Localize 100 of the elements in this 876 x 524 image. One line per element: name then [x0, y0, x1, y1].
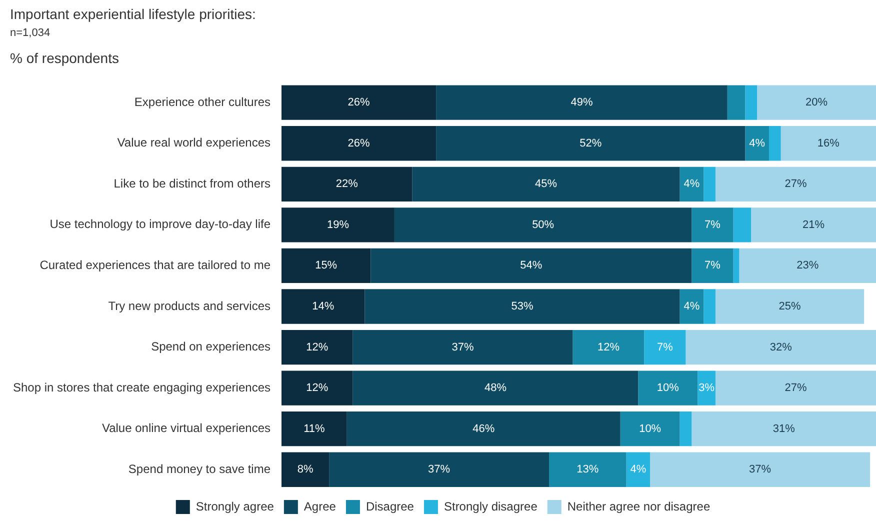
bar — [727, 85, 746, 120]
data-label: 14% — [312, 300, 334, 313]
data-label: 7% — [704, 218, 721, 231]
data-label: 21% — [802, 218, 825, 231]
data-label: 54% — [520, 260, 542, 272]
data-label: 46% — [472, 422, 495, 435]
bar — [282, 289, 365, 324]
data-label: 7% — [704, 260, 721, 272]
y-tick-label: Use technology to improve day-to-day life — [50, 217, 271, 232]
text: Important experiential lifestyle priorities: — [10, 6, 256, 22]
data-label: 15% — [315, 260, 338, 272]
bar — [282, 85, 436, 120]
bar — [282, 412, 347, 446]
data-label: 48% — [484, 382, 507, 394]
bar — [436, 126, 746, 161]
data-label: 49% — [570, 96, 593, 109]
text: % of respondents — [10, 50, 119, 66]
legend-label: Disagree — [366, 499, 414, 514]
bar — [715, 370, 876, 406]
y-tick-label: Try new products and services — [108, 298, 270, 313]
data-label: 16% — [817, 137, 840, 150]
data-label: 31% — [772, 422, 796, 435]
bar — [436, 85, 728, 120]
data-label: 4% — [630, 464, 646, 476]
bar — [739, 248, 876, 284]
bar — [650, 452, 870, 487]
data-label: 26% — [348, 137, 370, 150]
bar — [394, 208, 692, 242]
data-label: 25% — [778, 300, 802, 313]
bar — [626, 452, 650, 487]
data-label: 26% — [348, 96, 370, 109]
data-label: 23% — [796, 260, 819, 272]
data-label: 12% — [597, 341, 620, 354]
data-label: 10% — [639, 422, 662, 435]
data-label: 37% — [749, 464, 772, 476]
bar — [282, 166, 412, 202]
bar — [282, 452, 330, 487]
bar — [412, 166, 680, 202]
data-label: 4% — [684, 300, 700, 313]
y-tick-label: Curated experiences that are tailored to me — [40, 258, 271, 272]
data-label: 50% — [532, 218, 554, 231]
data-label: 53% — [511, 300, 534, 313]
y-tick-label: Like to be distinct from others — [114, 176, 270, 190]
legend-label: Strongly disagree — [444, 499, 538, 514]
bar — [745, 126, 769, 161]
data-label: 27% — [784, 178, 807, 190]
bar — [768, 126, 781, 161]
data-label: 45% — [535, 178, 558, 190]
data-label: 37% — [452, 341, 474, 354]
bar — [733, 208, 752, 242]
bar — [733, 248, 740, 284]
bar — [282, 126, 436, 161]
bar — [704, 289, 716, 324]
bar — [282, 370, 353, 406]
bar — [364, 289, 680, 324]
data-label: 7% — [657, 341, 674, 354]
bar — [346, 412, 620, 446]
data-label: 20% — [806, 96, 828, 109]
bar — [282, 208, 394, 242]
bar — [638, 370, 698, 406]
bar — [715, 289, 864, 324]
bar — [757, 85, 876, 120]
bar — [329, 452, 550, 487]
bar — [282, 248, 371, 284]
bar — [370, 248, 692, 284]
data-label: 8% — [297, 464, 314, 476]
legend-label: Agree — [304, 499, 336, 514]
data-label: 52% — [580, 137, 602, 150]
data-label: 4% — [684, 178, 700, 190]
data-label: 22% — [336, 178, 358, 190]
bar — [698, 370, 716, 406]
bar — [352, 330, 573, 365]
legend-label: Neither agree nor disagree — [567, 499, 710, 514]
bar — [780, 126, 876, 161]
y-tick-label: Value real world experiences — [117, 136, 270, 150]
bar — [751, 208, 876, 242]
bar — [704, 166, 716, 202]
bar — [549, 452, 626, 487]
bar — [680, 166, 704, 202]
data-label: 10% — [656, 382, 680, 394]
y-tick-label: Experience other cultures — [134, 94, 270, 109]
y-tick-label: Spend money to save time — [128, 462, 271, 476]
y-tick-label: Spend on experiences — [151, 340, 270, 354]
bar — [692, 412, 876, 446]
bar — [745, 85, 758, 120]
text: n=1,034 — [10, 27, 50, 39]
bar — [692, 248, 734, 284]
data-label: 4% — [749, 137, 766, 150]
bar — [686, 330, 876, 365]
data-label: 11% — [304, 422, 326, 435]
data-label: 12% — [306, 341, 328, 354]
bar — [572, 330, 644, 365]
bar — [644, 330, 686, 365]
data-label: 32% — [770, 341, 792, 354]
bar — [620, 412, 680, 446]
y-tick-label: Value online virtual experiences — [102, 421, 270, 436]
data-label: 19% — [326, 218, 350, 231]
data-label: 12% — [306, 382, 328, 394]
bar — [692, 208, 734, 242]
bar — [282, 330, 353, 365]
